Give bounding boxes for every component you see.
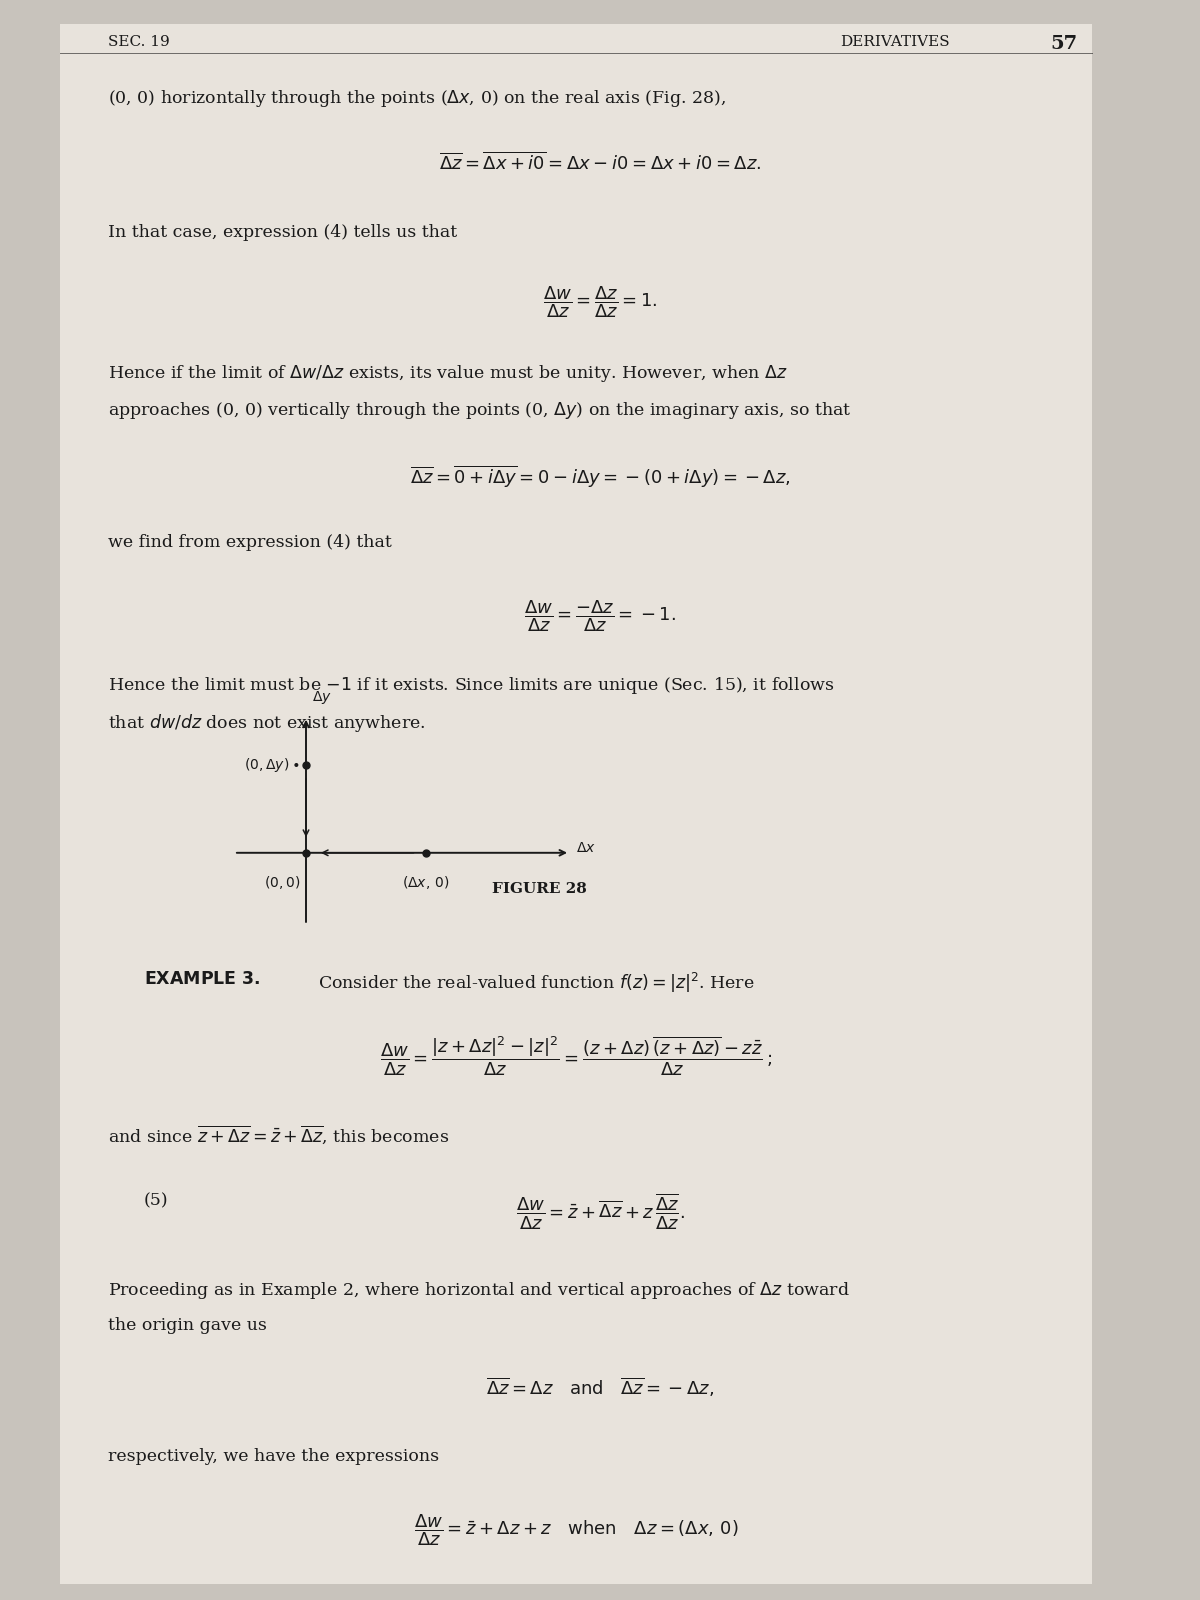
Text: we find from expression (4) that: we find from expression (4) that <box>108 534 391 552</box>
Text: approaches (0, 0) vertically through the points (0, $\Delta y$) on the imaginary: approaches (0, 0) vertically through the… <box>108 400 852 421</box>
Text: Hence if the limit of $\Delta w / \Delta z$ exists, its value must be unity. How: Hence if the limit of $\Delta w / \Delta… <box>108 363 787 384</box>
Text: the origin gave us: the origin gave us <box>108 1317 266 1334</box>
Text: $(0, 0)$: $(0, 0)$ <box>264 874 300 891</box>
Text: $\dfrac{\Delta w}{\Delta z} = \bar{z} + \overline{\Delta z} + z\,\dfrac{\overlin: $\dfrac{\Delta w}{\Delta z} = \bar{z} + … <box>516 1192 684 1232</box>
Text: $\dfrac{\Delta w}{\Delta z} = \dfrac{|z + \Delta z|^2 - |z|^2}{\Delta z} = \dfra: $\dfrac{\Delta w}{\Delta z} = \dfrac{|z … <box>380 1035 772 1078</box>
Text: and since $\overline{z + \Delta z} = \bar{z} + \overline{\Delta z}$, this become: and since $\overline{z + \Delta z} = \ba… <box>108 1123 449 1146</box>
Text: that $dw/dz$ does not exist anywhere.: that $dw/dz$ does not exist anywhere. <box>108 712 426 734</box>
Text: $(\Delta x,\,0)$: $(\Delta x,\,0)$ <box>402 874 450 891</box>
Text: 57: 57 <box>1050 35 1078 53</box>
Text: $\dfrac{\Delta w}{\Delta z} = \dfrac{\Delta z}{\Delta z} = 1.$: $\dfrac{\Delta w}{\Delta z} = \dfrac{\De… <box>542 285 658 320</box>
Text: $\dfrac{\Delta w}{\Delta z} = \bar{z} + \Delta z + z \quad \mathrm{when} \quad \: $\dfrac{\Delta w}{\Delta z} = \bar{z} + … <box>414 1512 738 1547</box>
Text: Hence the limit must be $-1$ if it exists. Since limits are unique (Sec. 15), it: Hence the limit must be $-1$ if it exist… <box>108 675 834 696</box>
Text: Consider the real-valued function $f(z) = |z|^2$. Here: Consider the real-valued function $f(z) … <box>318 971 755 995</box>
Text: $\Delta x$: $\Delta x$ <box>576 842 596 854</box>
Text: SEC. 19: SEC. 19 <box>108 35 169 50</box>
Text: $\Delta y$: $\Delta y$ <box>312 688 332 706</box>
Text: $\overline{\Delta z} = \Delta z \quad \mathrm{and} \quad \overline{\Delta z} = -: $\overline{\Delta z} = \Delta z \quad \m… <box>486 1376 714 1400</box>
Text: (0, 0) horizontally through the points ($\Delta x$, 0) on the real axis (Fig. 28: (0, 0) horizontally through the points (… <box>108 88 726 109</box>
Text: In that case, expression (4) tells us that: In that case, expression (4) tells us th… <box>108 224 457 242</box>
Text: FIGURE 28: FIGURE 28 <box>492 882 587 896</box>
Text: Proceeding as in Example 2, where horizontal and vertical approaches of $\Delta : Proceeding as in Example 2, where horizo… <box>108 1280 850 1301</box>
FancyBboxPatch shape <box>60 24 1092 1584</box>
Text: $\mathbf{EXAMPLE\ 3.}$: $\mathbf{EXAMPLE\ 3.}$ <box>144 971 260 989</box>
Text: respectively, we have the expressions: respectively, we have the expressions <box>108 1448 439 1466</box>
Text: $\overline{\Delta z} = \overline{0 + i\Delta y} = 0 - i\Delta y = -(0 + i\Delta : $\overline{\Delta z} = \overline{0 + i\D… <box>409 464 791 491</box>
Text: $(0, \Delta y)\bullet$: $(0, \Delta y)\bullet$ <box>245 755 300 774</box>
Text: DERIVATIVES: DERIVATIVES <box>840 35 949 50</box>
Text: $\dfrac{\Delta w}{\Delta z} = \dfrac{-\Delta z}{\Delta z} = -1.$: $\dfrac{\Delta w}{\Delta z} = \dfrac{-\D… <box>524 598 676 634</box>
Text: (5): (5) <box>144 1192 169 1210</box>
Text: $\overline{\Delta z} = \overline{\Delta x + i0} = \Delta x - i0 = \Delta x + i0 : $\overline{\Delta z} = \overline{\Delta … <box>439 152 761 174</box>
